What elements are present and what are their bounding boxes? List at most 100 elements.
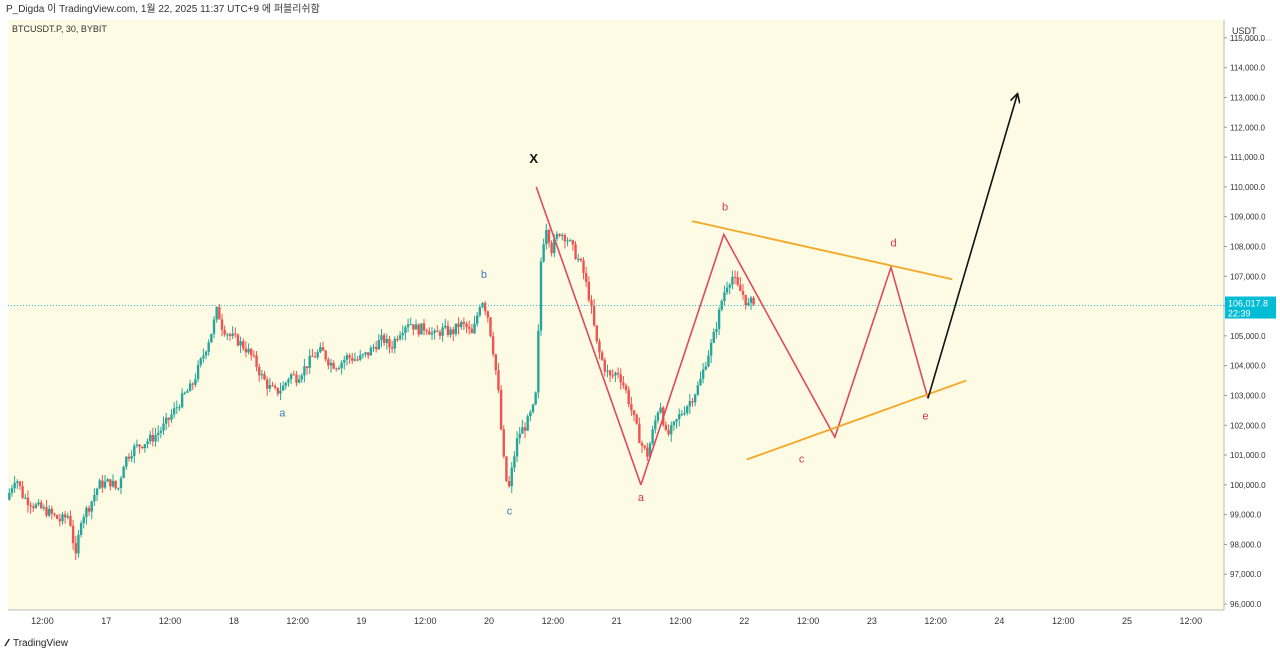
y-tick-label: 98,000.0 [1230, 540, 1262, 549]
x-tick-label: 12:00 [797, 616, 820, 626]
candle-body [226, 334, 229, 336]
wave-label-a: a [638, 492, 645, 504]
candle-body [521, 427, 524, 434]
candle-body [351, 357, 354, 361]
candle-body [74, 543, 77, 554]
candle-body [499, 390, 503, 430]
candle-body [741, 291, 745, 295]
candle-body [510, 467, 513, 487]
candle-body [295, 374, 298, 383]
candle-body [356, 359, 359, 361]
candle-body [704, 366, 707, 370]
chart-area[interactable]: BTCUSDT.P, 30, BYBIT USDT 96,000.0 97,000.0… [8, 20, 1276, 640]
candle-body [271, 385, 274, 387]
candle-body [218, 307, 221, 320]
y-tick-label: 103,000.0 [1230, 391, 1266, 400]
candle-body [441, 327, 444, 336]
candle-body [678, 414, 681, 420]
candle-body [135, 444, 139, 446]
candle-body [465, 323, 468, 328]
wave-label-b: b [722, 202, 728, 214]
candle-body [154, 435, 157, 442]
candle-body [45, 507, 48, 516]
candle-body [10, 488, 14, 493]
candle-body [531, 404, 535, 413]
candle-body [497, 370, 500, 391]
candle-body [117, 487, 120, 489]
candle-body [414, 324, 418, 330]
candle-body [672, 421, 676, 426]
candle-body [616, 372, 620, 375]
candle-body [382, 335, 386, 343]
candle-body [207, 342, 210, 352]
candle-body [109, 479, 112, 487]
y-tick-label: 111,000.0 [1230, 153, 1265, 162]
candle-body [58, 518, 62, 522]
candle-body [659, 407, 662, 413]
wave-label-e: e [922, 410, 928, 422]
candle-body [77, 534, 80, 554]
candle-body [239, 341, 242, 346]
candle-body [21, 486, 24, 498]
candle-body [558, 234, 561, 236]
candle-body [632, 410, 636, 415]
candle-body [656, 412, 660, 421]
candle-body [539, 261, 543, 331]
plot-background [8, 20, 1224, 610]
candle-body [406, 324, 410, 328]
candle-body [24, 497, 27, 499]
candle-body [454, 323, 458, 334]
candle-body [529, 412, 532, 417]
candle-body [234, 333, 237, 335]
candle-body [505, 456, 508, 482]
candle-body [444, 325, 447, 328]
candle-body [720, 301, 723, 310]
candle-body [452, 329, 455, 334]
candle-body [125, 456, 128, 467]
candle-body [428, 331, 431, 335]
symbol-label: BTCUSDT.P, 30, BYBIT [12, 24, 107, 34]
candle-body [486, 311, 490, 318]
candle-body [396, 338, 399, 340]
candle-body [231, 333, 234, 336]
candle-body [335, 368, 338, 370]
candle-body [526, 416, 529, 431]
wave-label-d: d [890, 237, 896, 249]
y-tick-label: 104,000.0 [1230, 362, 1266, 371]
price-axis-background [1224, 20, 1276, 640]
candle-body [592, 306, 596, 326]
candle-body [66, 516, 70, 518]
price-chart[interactable]: BTCUSDT.P, 30, BYBIT USDT 96,000.0 97,000.0… [8, 20, 1276, 640]
x-tick-label: 22 [739, 616, 749, 626]
candle-body [284, 382, 287, 386]
candle-body [374, 347, 378, 350]
candle-body [725, 287, 729, 293]
candle-body [364, 352, 367, 355]
candle-body [366, 352, 370, 356]
candle-body [643, 445, 646, 448]
x-tick-label: 12:00 [1180, 616, 1203, 626]
candle-body [297, 379, 301, 383]
candle-body [401, 332, 404, 336]
currency-label: USDT [1232, 26, 1257, 36]
candle-body [40, 502, 43, 509]
candle-body [146, 441, 149, 445]
candle-body [752, 297, 755, 305]
candle-body [670, 425, 673, 435]
y-tick-label: 115,000.0 [1230, 34, 1266, 43]
y-tick-label: 101,000.0 [1230, 451, 1266, 460]
candle-body [34, 504, 38, 508]
candle-body [587, 281, 591, 301]
candle-body [534, 392, 537, 405]
candle-body [111, 480, 115, 487]
candle-body [16, 481, 19, 483]
candle-body [324, 350, 327, 360]
candle-body [430, 332, 434, 335]
candle-body [380, 335, 383, 341]
candle-body [409, 324, 412, 326]
y-tick-label: 109,000.0 [1230, 213, 1266, 222]
y-tick-label: 105,000.0 [1230, 332, 1266, 341]
candle-body [420, 323, 423, 335]
candle-body [388, 338, 391, 348]
x-tick-label: 21 [612, 616, 622, 626]
